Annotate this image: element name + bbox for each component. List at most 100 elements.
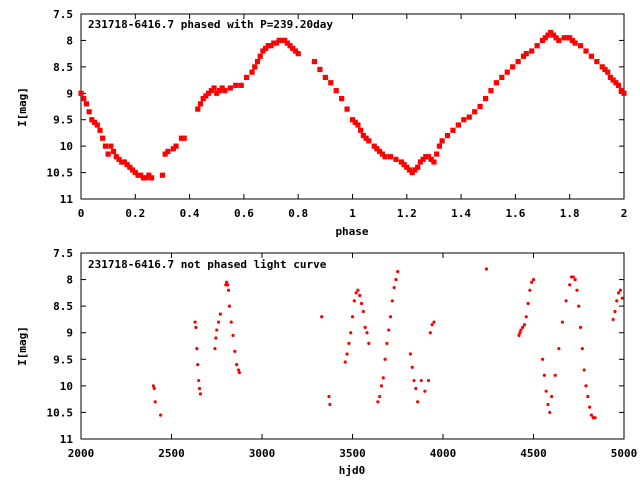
data-point (610, 77, 616, 83)
data-point (488, 88, 494, 94)
data-point (135, 172, 141, 178)
data-point (374, 146, 380, 152)
data-point (367, 341, 371, 345)
x-tick-label: 4000 (430, 447, 457, 460)
unphased-y-axis-label: I[mag] (16, 326, 29, 366)
data-point (349, 117, 356, 123)
unphased-plot-frame (80, 252, 625, 440)
data-point (233, 349, 237, 353)
data-point (282, 37, 288, 44)
data-point (382, 154, 388, 160)
data-point (320, 315, 324, 319)
data-point (257, 53, 263, 59)
data-point (268, 43, 274, 49)
data-point (546, 402, 550, 407)
data-point (214, 336, 218, 340)
data-point (200, 95, 206, 102)
data-point (165, 148, 171, 155)
unphased-plot-title: 231718-6416.7 not phased light curve (88, 258, 327, 271)
data-point (354, 291, 358, 295)
data-point (439, 138, 445, 144)
data-point (108, 143, 114, 149)
data-point (523, 51, 529, 57)
data-point (398, 159, 404, 165)
data-point (388, 315, 393, 319)
y-tick-label: 9 (66, 327, 73, 340)
data-point (521, 325, 525, 329)
data-point (381, 376, 385, 380)
y-tick-label: 10.5 (47, 406, 74, 419)
data-point (544, 389, 548, 393)
data-point (350, 315, 355, 319)
y-tick-label: 10 (60, 380, 73, 393)
data-point (276, 37, 282, 44)
data-point (263, 45, 269, 51)
data-point (504, 69, 510, 75)
data-point (311, 58, 318, 65)
data-point (526, 301, 530, 306)
phased-data-points (78, 29, 627, 181)
data-point (518, 331, 522, 335)
data-point (406, 167, 413, 173)
unphased-data-points (151, 267, 624, 420)
data-point (216, 320, 221, 324)
data-point (620, 296, 624, 300)
data-point (347, 341, 351, 345)
phased-x-axis-label: phase (335, 225, 368, 238)
data-point (553, 373, 557, 377)
y-tick-label: 8 (66, 274, 73, 287)
data-point (569, 37, 576, 44)
y-tick-label: 8.5 (53, 300, 73, 313)
data-point (206, 90, 212, 96)
data-point (430, 323, 434, 327)
x-tick-label: 1.8 (560, 207, 580, 220)
x-tick-label: 3000 (249, 447, 276, 460)
data-point (564, 35, 570, 41)
data-point (358, 293, 362, 298)
data-point (414, 386, 418, 391)
y-tick-label: 8.5 (53, 61, 73, 74)
data-point (218, 312, 222, 316)
data-point (580, 347, 584, 351)
data-point (226, 283, 230, 287)
data-point (83, 101, 90, 107)
data-point (540, 357, 545, 361)
data-point (393, 156, 399, 162)
data-point (238, 82, 244, 88)
data-point (173, 143, 179, 149)
data-point (519, 328, 523, 332)
y-tick-label: 10.5 (47, 167, 74, 180)
phased-panel: 231718-6416.7 phased with P=239.20day ph… (16, 8, 627, 238)
data-point (249, 69, 255, 75)
data-point (352, 299, 356, 303)
data-point (121, 159, 128, 165)
data-point (528, 288, 532, 292)
x-tick-label: 0.8 (288, 207, 308, 220)
data-point (571, 275, 575, 279)
data-point (105, 151, 111, 157)
data-point (548, 29, 554, 36)
data-point (359, 301, 364, 306)
data-point (345, 352, 349, 356)
data-point (371, 143, 377, 149)
data-point (352, 119, 358, 125)
data-point (529, 48, 535, 54)
data-point (295, 51, 301, 57)
data-point (148, 175, 155, 181)
data-point (586, 394, 590, 399)
data-point (412, 167, 418, 173)
data-point (127, 164, 133, 170)
phased-plot-title: 231718-6416.7 phased with P=239.20day (88, 18, 333, 31)
data-point (561, 35, 567, 41)
data-point (116, 156, 122, 162)
data-point (197, 101, 204, 107)
data-point (472, 109, 478, 115)
data-point (423, 154, 429, 160)
data-point (102, 143, 109, 149)
data-point (322, 74, 328, 81)
data-point (578, 325, 583, 329)
data-point (317, 66, 323, 73)
data-point (520, 53, 527, 59)
data-point (365, 331, 369, 335)
